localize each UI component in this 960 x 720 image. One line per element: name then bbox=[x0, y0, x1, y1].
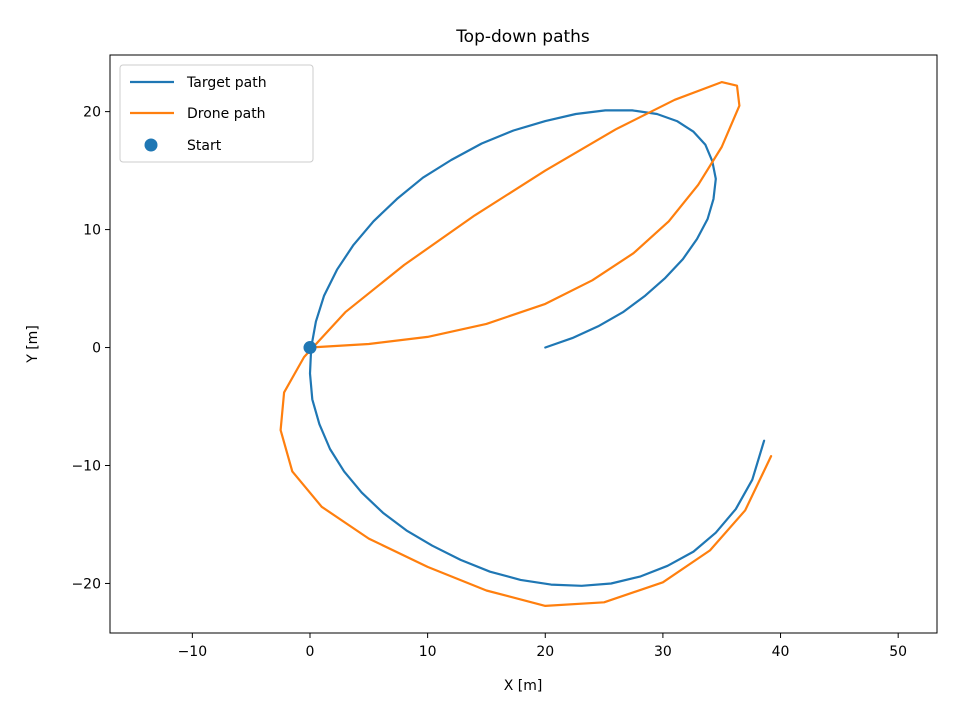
x-axis: −10 0 10 20 30 40 50 bbox=[178, 633, 907, 660]
legend-marker-start bbox=[144, 138, 158, 152]
y-tick-label: −20 bbox=[71, 576, 101, 592]
x-tick-label: 0 bbox=[306, 644, 315, 660]
x-tick-label: 40 bbox=[772, 644, 790, 660]
y-axis-label: Y [m] bbox=[25, 325, 41, 364]
y-tick-label: −10 bbox=[71, 458, 101, 474]
legend-label-drone-path: Drone path bbox=[187, 106, 266, 122]
x-tick-label: 50 bbox=[889, 644, 907, 660]
legend-label-start: Start bbox=[187, 138, 222, 154]
x-tick-label: 30 bbox=[654, 644, 672, 660]
series-line-drone-path bbox=[279, 80, 773, 608]
y-tick-label: 0 bbox=[92, 341, 101, 357]
series-layer bbox=[279, 80, 773, 608]
legend-label-target-path: Target path bbox=[186, 75, 267, 91]
y-tick-label: 20 bbox=[83, 105, 101, 121]
x-tick-label: 20 bbox=[536, 644, 554, 660]
plot-area-frame bbox=[109, 54, 938, 634]
legend-box bbox=[119, 64, 314, 163]
x-tick-label: 10 bbox=[419, 644, 437, 660]
legend: Target path Drone path Start bbox=[119, 64, 314, 163]
chart-title: Top-down paths bbox=[455, 27, 590, 47]
y-tick-label: 10 bbox=[83, 223, 101, 239]
series-line-target-path bbox=[308, 109, 766, 587]
y-axis: −20 −10 0 10 20 bbox=[71, 105, 110, 592]
x-tick-label: −10 bbox=[178, 644, 208, 660]
x-axis-label: X [m] bbox=[504, 678, 543, 694]
series-point-start bbox=[303, 341, 317, 355]
